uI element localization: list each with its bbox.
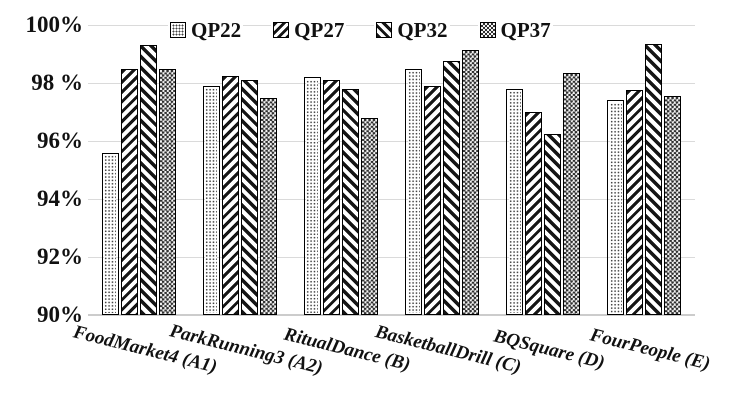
plot-area	[88, 25, 695, 316]
chart-legend: QP22 QP27 QP32 QP37	[168, 18, 553, 42]
bar-qp32-category-5	[544, 133, 562, 315]
bar-qp37-category-2	[259, 97, 277, 315]
y-axis-tick-label: 90%	[37, 302, 83, 327]
bar-qp27-category-1	[120, 68, 138, 315]
bar-qp22-category-5	[506, 88, 524, 315]
gridline-94	[88, 199, 695, 200]
legend-marker-diag-down-icon	[376, 22, 393, 38]
bar-qp27-category-3	[322, 80, 340, 315]
x-axis-category-label: FourPeople (E)	[588, 324, 713, 375]
y-axis-tick-label: 98 %	[31, 70, 83, 95]
legend-label: QP22	[191, 18, 242, 42]
bar-qp37-category-1	[158, 68, 176, 315]
bar-qp22-category-2	[202, 85, 220, 315]
x-axis-line	[88, 313, 695, 316]
bar-qp22-category-1	[101, 152, 119, 315]
bar-group-4	[392, 49, 493, 315]
legend-item-qp37: QP37	[477, 18, 553, 42]
bar-group-6	[594, 43, 695, 315]
bar-qp32-category-2	[240, 80, 258, 315]
y-axis-tick-label: 94%	[37, 186, 83, 211]
bar-group-5	[493, 72, 594, 315]
bar-group-3	[290, 77, 391, 315]
gridline-98	[88, 83, 695, 84]
bar-qp37-category-5	[563, 72, 581, 315]
y-axis-tick-label: 100%	[25, 12, 84, 37]
bar-qp22-category-3	[303, 77, 321, 315]
legend-label: QP27	[294, 18, 345, 42]
bar-qp22-category-6	[607, 100, 625, 315]
bar-qp37-category-4	[462, 49, 480, 315]
legend-label: QP32	[397, 18, 448, 42]
legend-item-qp27: QP27	[271, 18, 347, 42]
bar-qp32-category-1	[139, 45, 157, 315]
legend-item-qp22: QP22	[168, 18, 244, 42]
bar-qp27-category-2	[221, 75, 239, 315]
legend-item-qp32: QP32	[374, 18, 450, 42]
legend-marker-diag-up-icon	[273, 22, 290, 38]
bar-group-1	[88, 45, 189, 315]
legend-label: QP37	[500, 18, 551, 42]
bar-qp27-category-5	[525, 112, 543, 315]
bar-qp32-category-6	[645, 43, 663, 315]
y-axis-tick-label: 92%	[37, 244, 83, 269]
gridline-96	[88, 141, 695, 142]
bar-qp22-category-4	[405, 68, 423, 315]
bar-qp37-category-3	[360, 117, 378, 315]
y-axis-tick-label: 96%	[37, 128, 83, 153]
bar-qp37-category-6	[664, 96, 682, 315]
bar-qp27-category-6	[626, 90, 644, 315]
gridline-92	[88, 257, 695, 258]
bar-qp32-category-4	[443, 61, 461, 315]
bar-qp32-category-3	[341, 88, 359, 315]
legend-marker-checker-icon	[479, 22, 496, 38]
bar-group-2	[189, 75, 290, 315]
legend-marker-dots-icon	[170, 22, 186, 38]
bar-qp27-category-4	[424, 85, 442, 315]
